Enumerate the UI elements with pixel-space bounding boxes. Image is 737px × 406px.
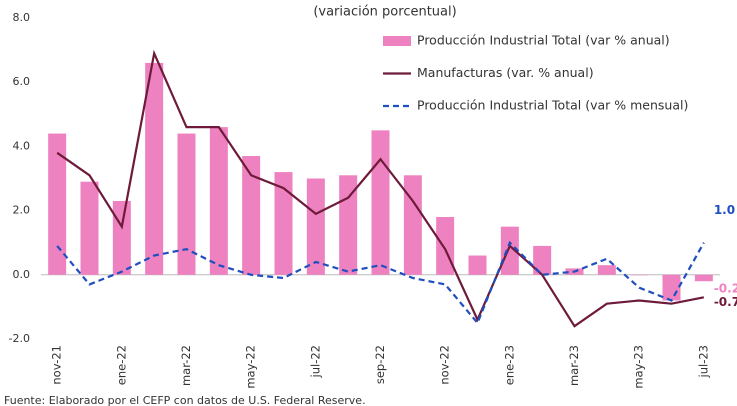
x-tick-label: mar-22: [179, 345, 193, 386]
x-tick-label: mar-23: [567, 345, 581, 386]
x-tick-label: sep-22: [373, 345, 387, 384]
data-label: 1.0: [714, 203, 735, 217]
data-label: -0.7: [714, 295, 737, 309]
bar: [597, 265, 616, 275]
bar: [630, 274, 649, 276]
y-tick-label: -2.0: [9, 332, 30, 345]
bar: [436, 217, 455, 275]
x-tick-label: ene-22: [114, 345, 128, 385]
bar: [403, 175, 422, 275]
bar: [177, 133, 196, 275]
bar: [694, 274, 713, 282]
y-tick-label: 2.0: [13, 204, 31, 217]
chart-title: (variación porcentual): [313, 5, 456, 20]
bar: [468, 255, 487, 275]
bar: [209, 127, 228, 275]
x-tick-label: nov-22: [438, 345, 452, 385]
bar: [533, 245, 552, 275]
bar: [500, 226, 519, 275]
y-tick-label: 6.0: [13, 75, 31, 88]
x-tick-label: may-22: [244, 345, 258, 389]
y-tick-label: 0.0: [13, 268, 31, 281]
legend-swatch: [383, 36, 411, 46]
dashed-line: [56, 240, 705, 326]
x-tick-label: nov-21: [50, 345, 64, 385]
bar: [145, 62, 164, 275]
line: [56, 49, 705, 328]
bar: [662, 274, 681, 301]
bar: [306, 178, 325, 275]
x-tick-label: may-23: [632, 345, 646, 389]
y-tick-label: 8.0: [13, 11, 31, 24]
source-note: Fuente: Elaborado por el CEFP con datos …: [4, 394, 366, 406]
x-tick-label: jul-23: [696, 345, 710, 378]
bar: [112, 200, 131, 275]
legend-label: Producción Industrial Total (var % anual…: [417, 33, 670, 48]
bar: [80, 181, 99, 275]
data-label: -0.2: [714, 282, 737, 296]
bar: [274, 172, 293, 275]
x-tick-label: ene-23: [502, 345, 516, 385]
legend-label: Producción Industrial Total (var % mensu…: [417, 98, 688, 113]
bar: [371, 130, 390, 275]
bar: [48, 133, 67, 275]
bar: [242, 156, 261, 275]
y-tick-label: 4.0: [13, 139, 31, 152]
legend-label: Manufacturas (var. % anual): [417, 65, 594, 80]
x-tick-label: jul-22: [308, 345, 322, 378]
